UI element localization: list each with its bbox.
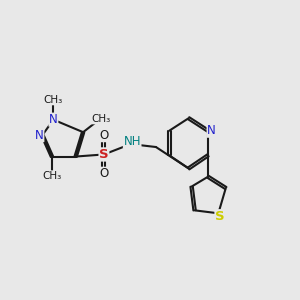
- Text: N: N: [207, 124, 216, 137]
- Text: S: S: [99, 148, 109, 161]
- Text: NH: NH: [123, 135, 141, 148]
- Text: S: S: [215, 210, 225, 223]
- Text: CH₃: CH₃: [44, 95, 63, 105]
- Text: CH₃: CH₃: [42, 171, 62, 181]
- Text: O: O: [99, 129, 109, 142]
- Text: CH₃: CH₃: [91, 114, 111, 124]
- Text: O: O: [99, 167, 109, 180]
- Text: N: N: [35, 129, 44, 142]
- Text: N: N: [49, 113, 58, 126]
